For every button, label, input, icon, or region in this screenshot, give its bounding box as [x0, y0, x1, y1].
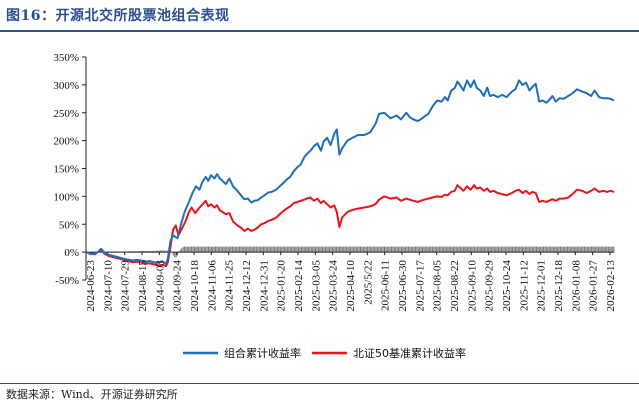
- x-tick-label: 2025-12-01: [536, 260, 548, 311]
- x-tick-label: 2024-09-03: [154, 260, 166, 312]
- y-tick-label: 250%: [53, 108, 79, 120]
- series-line-portfolio: [85, 79, 615, 265]
- x-tick-label: 2025-09-29: [484, 260, 496, 312]
- figure-title: 图16：开源北交所股票池组合表现: [6, 8, 230, 24]
- title-divider: [0, 30, 639, 32]
- x-tick-label: 2025-08-22: [449, 260, 461, 311]
- x-tick-label: 2026-01-08: [570, 260, 582, 312]
- x-tick-label: 2024-09-24: [172, 260, 184, 312]
- x-tick-label: 2026-01-27: [588, 260, 600, 312]
- series-line-benchmark: [85, 184, 615, 268]
- data-source-note: 数据来源：Wind、开源证券研究所: [6, 388, 178, 401]
- x-tick-label: 2025-03-05: [310, 260, 322, 312]
- x-tick-label: 2025-01-20: [276, 260, 288, 312]
- x-tick-label: 2025-06-11: [380, 260, 392, 311]
- y-tick-label: 150%: [53, 164, 79, 176]
- x-tick-label: 2024-12-12: [241, 260, 253, 311]
- x-tick-label: 2024-11-25: [224, 260, 236, 311]
- x-tick-label: 2025-04-10: [345, 260, 357, 312]
- y-tick-label: 0%: [64, 247, 79, 259]
- legend: 组合累计收益率 北证50基准累计收益率: [183, 346, 466, 360]
- x-tick-label: 2024-07-10: [102, 260, 114, 312]
- x-tick-label: 2025-06-30: [397, 260, 409, 312]
- x-tick-label: 2024-11-06: [206, 260, 218, 311]
- x-tick-label: 2024-08-15: [137, 260, 149, 312]
- series-layer: [85, 79, 615, 268]
- x-tick-label: 2025-07-17: [414, 260, 426, 312]
- x-tick-label: 2024-12-31: [258, 260, 270, 311]
- legend-label-benchmark: 北证50基准累计收益率: [353, 346, 466, 360]
- y-tick-label: 350%: [53, 52, 79, 64]
- x-tick-label: 2025-09-10: [466, 260, 478, 312]
- x-tick-label: 2025-12-18: [553, 260, 565, 312]
- legend-label-portfolio: 组合累计收益率: [224, 346, 301, 360]
- y-tick-labels: -50% 0% 50% 100% 150% 200% 250% 300% 350%: [53, 52, 79, 287]
- x-tick-label: 2025-03-24: [328, 260, 340, 312]
- x-tick-label: 2024-06-23: [85, 260, 97, 312]
- excess-return-bars: [86, 246, 615, 258]
- x-tick-label: 2025-08-05: [432, 260, 444, 312]
- source-divider: [0, 383, 639, 384]
- x-tick-label: 2025-02-14: [293, 260, 305, 312]
- x-tick-label: 2025-10-24: [501, 260, 513, 312]
- y-tick-label: 100%: [53, 191, 79, 203]
- chart-axes: [82, 56, 614, 281]
- x-tick-label: 2024-07-29: [120, 260, 132, 312]
- x-tick-label: 2025/5/22: [362, 260, 374, 305]
- x-tick-label: 2024-10-18: [189, 260, 201, 312]
- x-tick-label: 2025-11-12: [518, 260, 530, 311]
- y-tick-label: -50%: [55, 275, 79, 287]
- y-tick-label: 50%: [59, 219, 79, 231]
- y-tick-label: 300%: [53, 80, 79, 92]
- y-tick-label: 200%: [53, 136, 79, 148]
- x-tick-labels: 2024-06-23 2024-07-10 2024-07-29 2024-08-15…: [85, 260, 617, 312]
- x-tick-label: 2026-02-13: [605, 260, 617, 312]
